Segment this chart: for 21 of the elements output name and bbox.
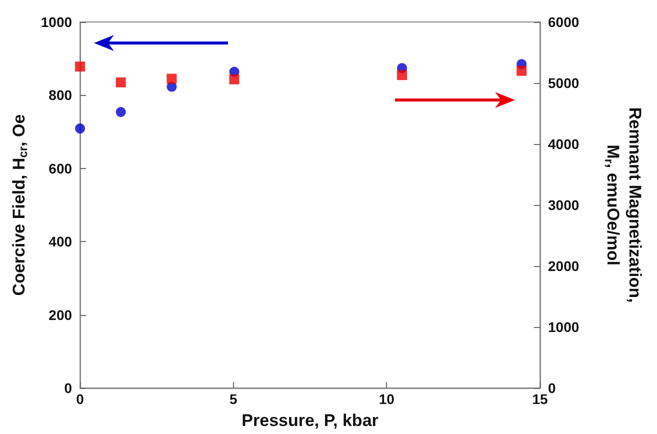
y-tick-label: 200 (48, 306, 72, 323)
y-tick-label: 0 (64, 380, 72, 396)
x-tick-label: 0 (76, 391, 84, 407)
y2-tick-label: 3000 (548, 197, 580, 213)
y-tick-label: 400 (48, 234, 72, 250)
x-axis-title: Pressure, P, kbar (242, 411, 379, 430)
y-axis-title: Coercive Field, Hcr, Oe (10, 114, 30, 296)
y2-tick-label: 1000 (548, 319, 580, 335)
x-tick-label: 5 (229, 391, 238, 407)
y2-tick-label: 2000 (548, 258, 580, 274)
point (116, 107, 126, 118)
x-tick-label: 15 (532, 391, 548, 407)
y-tick-label: 1000 (40, 14, 72, 30)
y2-tick-label: 0 (548, 380, 556, 396)
point (75, 124, 86, 134)
y-tick-label: 800 (48, 87, 72, 104)
y-tick-label: 600 (48, 160, 72, 176)
y2-tick-label: 5000 (548, 75, 580, 91)
y2-tick-label: 6000 (548, 14, 580, 30)
y2-tick-label: 4000 (548, 136, 580, 152)
x-tick-label: 10 (378, 391, 395, 407)
